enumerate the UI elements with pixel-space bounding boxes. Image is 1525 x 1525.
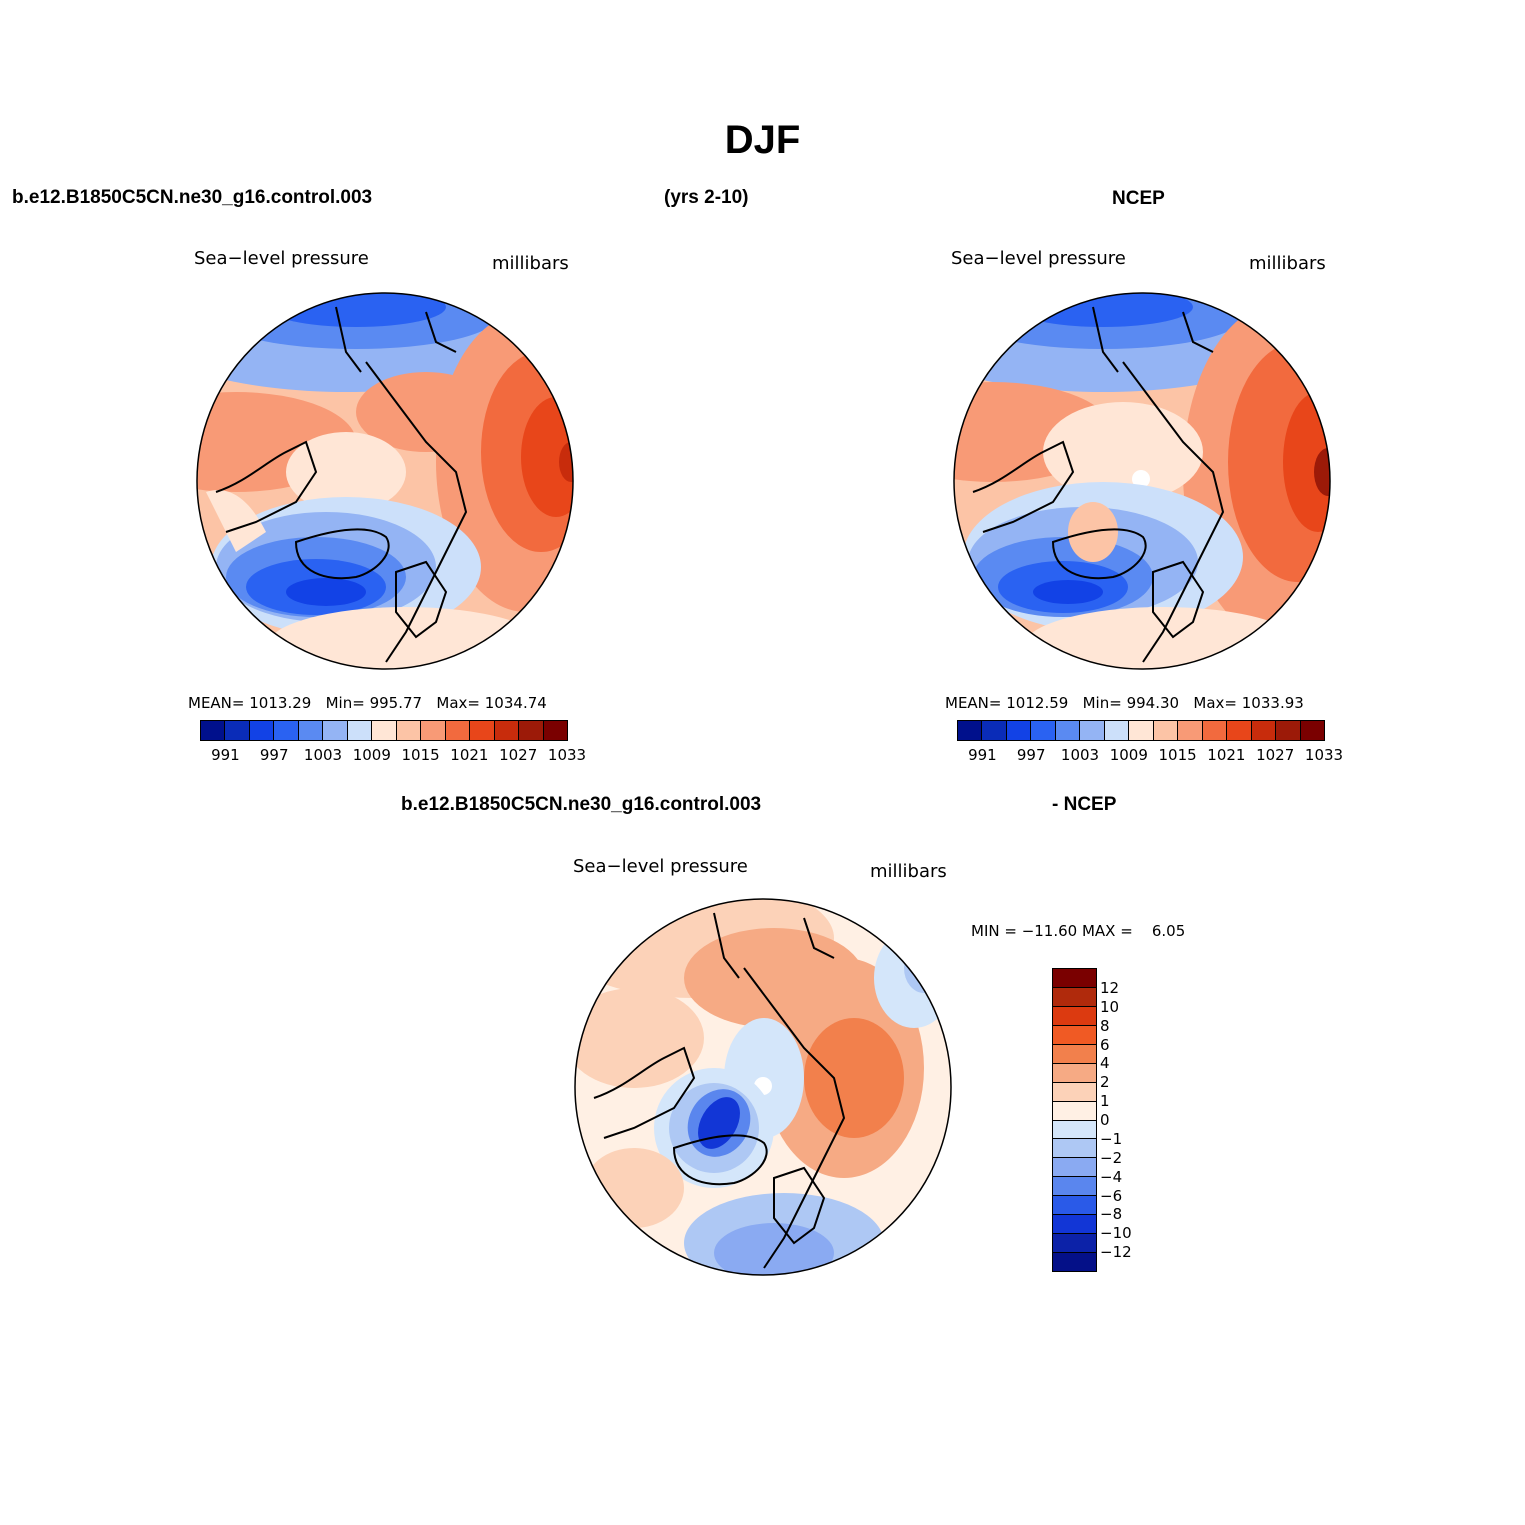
colorbar-swatch — [1055, 721, 1081, 740]
colorbar-swatch — [396, 721, 422, 740]
colorbar-swatch — [298, 721, 324, 740]
colorbar-tick-label: 991 — [968, 746, 997, 764]
colorbar-tick-label: −1 — [1100, 1129, 1123, 1148]
colorbar-tick-label: 12 — [1100, 978, 1120, 997]
colorbar-tick-label: 10 — [1100, 997, 1120, 1016]
diff-case-header: b.e12.B1850C5CN.ne30_g16.control.003 — [401, 794, 762, 815]
colorbar-tick-label: 1027 — [1256, 746, 1295, 764]
colorbar-swatch — [1104, 721, 1130, 740]
colorbar-tick-label: 1027 — [499, 746, 538, 764]
colorbar-swatch — [1031, 721, 1056, 740]
colorbar-tick-label: −8 — [1100, 1205, 1123, 1224]
colorbar-swatch — [1053, 1082, 1096, 1102]
colorbar-tick-label: 1015 — [401, 746, 440, 764]
colorbar-swatch — [323, 721, 348, 740]
colorbar-tick-label: 1021 — [450, 746, 489, 764]
colorbar-swatch — [1251, 721, 1277, 740]
colorbar-swatch — [543, 721, 568, 740]
years-header: (yrs 2-10) — [664, 187, 749, 208]
colorbar-tick-label: −2 — [1100, 1148, 1123, 1167]
colorbar-swatch — [1053, 1158, 1096, 1178]
colorbar-swatch — [982, 721, 1007, 740]
colorbar-swatch — [1053, 969, 1096, 988]
obs-polar-map — [953, 292, 1331, 670]
colorbar-swatch — [519, 721, 544, 740]
colorbar-tick-label: 991 — [211, 746, 240, 764]
colorbar-swatch — [1053, 1139, 1096, 1159]
colorbar-tick-label: 0 — [1100, 1111, 1110, 1129]
diff-minus-header: - NCEP — [1052, 794, 1117, 815]
model-stats: MEAN= 1013.29 Min= 995.77 Max= 1034.74 — [188, 694, 547, 712]
colorbar-swatch — [1276, 721, 1301, 740]
colorbar-swatch — [1053, 1101, 1096, 1121]
colorbar-swatch — [372, 721, 397, 740]
colorbar-swatch — [470, 721, 495, 740]
colorbar-swatch — [1227, 721, 1252, 740]
colorbar-swatch — [1053, 1006, 1096, 1026]
diff-panel-units: millibars — [870, 861, 947, 882]
colorbar-swatch — [1178, 721, 1203, 740]
colorbar-swatch — [1053, 987, 1096, 1007]
obs-name-header: NCEP — [1112, 188, 1165, 209]
colorbar-swatch — [249, 721, 275, 740]
colorbar-swatch — [201, 721, 226, 740]
colorbar-tick-label: 1009 — [1109, 746, 1148, 764]
colorbar-swatch — [1153, 721, 1179, 740]
colorbar-swatch — [1053, 1196, 1096, 1216]
page-title: DJF — [724, 118, 801, 162]
colorbar-swatch — [1053, 1044, 1096, 1064]
colorbar-swatch — [1300, 721, 1325, 740]
colorbar-swatch — [1129, 721, 1154, 740]
colorbar-swatch — [347, 721, 373, 740]
colorbar-tick-label: 1009 — [352, 746, 391, 764]
colorbar-tick-label: −10 — [1100, 1224, 1132, 1243]
colorbar-swatch — [225, 721, 250, 740]
colorbar-swatch — [1053, 1025, 1096, 1045]
model-colorbar: 991 997 1003 1009 1015 1021 1027 1033 — [200, 720, 586, 770]
colorbar-tick-label: 8 — [1100, 1016, 1110, 1035]
obs-panel-title: Sea−level pressure — [951, 248, 1126, 269]
colorbar-tick-label: 2 — [1100, 1073, 1110, 1092]
colorbar-tick-label: 1033 — [1304, 746, 1344, 764]
obs-colorbar: 991 997 1003 1009 1015 1021 1027 1033 — [957, 720, 1343, 770]
colorbar-tick-label: 1021 — [1207, 746, 1246, 764]
colorbar-tick-label: 4 — [1100, 1054, 1110, 1073]
colorbar-swatch — [445, 721, 471, 740]
colorbar-tick-label: 1 — [1100, 1092, 1110, 1111]
colorbar-tick-label: 997 — [259, 746, 289, 764]
obs-stats: MEAN= 1012.59 Min= 994.30 Max= 1033.93 — [945, 694, 1304, 712]
obs-panel-units: millibars — [1249, 253, 1326, 274]
colorbar-swatch — [958, 721, 983, 740]
diff-colorbar: 12 10 8 6 4 2 1 0 −1 −2 −4 −6 −8 −10 −12 — [1052, 968, 1152, 1274]
model-polar-map — [196, 292, 574, 670]
colorbar-swatch — [1202, 721, 1228, 740]
colorbar-tick-label: 1003 — [1060, 746, 1100, 764]
colorbar-swatch — [1053, 1234, 1096, 1254]
colorbar-swatch — [494, 721, 520, 740]
colorbar-swatch — [1080, 721, 1105, 740]
colorbar-tick-label: −12 — [1100, 1243, 1132, 1262]
diff-stats: MIN = −11.60 MAX = 6.05 — [971, 922, 1186, 940]
colorbar-tick-label: −6 — [1100, 1186, 1123, 1205]
colorbar-swatch — [1053, 1120, 1096, 1140]
case-name-header: b.e12.B1850C5CN.ne30_g16.control.003 — [12, 187, 373, 208]
colorbar-swatch — [1053, 1253, 1096, 1271]
colorbar-swatch — [1053, 1215, 1096, 1235]
diff-panel-title: Sea−level pressure — [573, 856, 748, 877]
colorbar-tick-label: 1003 — [303, 746, 343, 764]
colorbar-tick-label: 1015 — [1158, 746, 1197, 764]
diff-polar-map — [574, 898, 952, 1276]
model-panel-units: millibars — [492, 253, 569, 274]
colorbar-tick-label: 1033 — [547, 746, 587, 764]
colorbar-swatch — [1006, 721, 1032, 740]
colorbar-swatch — [1053, 1177, 1096, 1197]
colorbar-tick-label: 997 — [1016, 746, 1046, 764]
colorbar-swatch — [421, 721, 446, 740]
colorbar-swatch — [1053, 1063, 1096, 1083]
colorbar-swatch — [274, 721, 299, 740]
colorbar-tick-label: 6 — [1100, 1035, 1110, 1054]
model-panel-title: Sea−level pressure — [194, 248, 369, 269]
colorbar-tick-label: −4 — [1100, 1167, 1123, 1186]
